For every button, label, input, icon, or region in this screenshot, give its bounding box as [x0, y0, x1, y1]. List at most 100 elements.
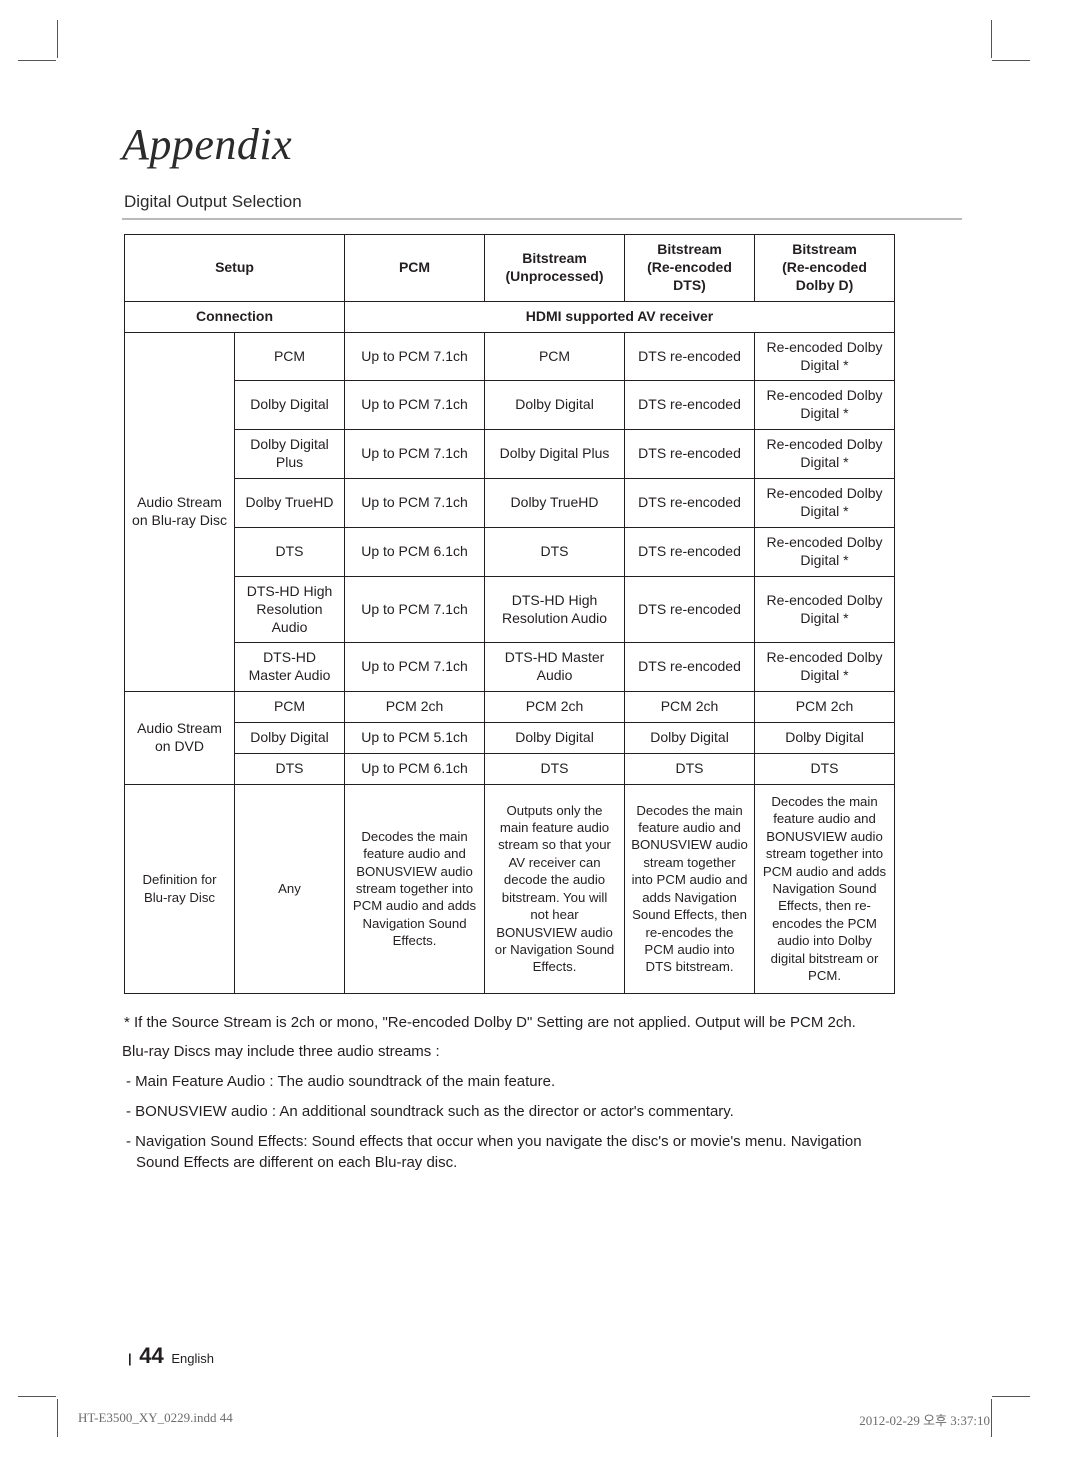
cell: Re-encoded Dolby Digital * — [755, 381, 895, 430]
cell: DTS re-encoded — [625, 643, 755, 692]
cell: Re-encoded Dolby Digital * — [755, 430, 895, 479]
cell: Decodes the main feature audio and BONUS… — [345, 784, 485, 993]
crop-mark — [992, 60, 1030, 61]
cell: Any — [235, 784, 345, 993]
cell: DTS re-encoded — [625, 381, 755, 430]
cell: Dolby TrueHD — [235, 479, 345, 528]
table-row: DTS Up to PCM 6.1ch DTS DTS re-encoded R… — [125, 527, 895, 576]
cell: Re-encoded Dolby Digital * — [755, 643, 895, 692]
table-header-row: Setup PCM Bitstream (Unprocessed) Bitstr… — [125, 235, 895, 302]
meta-timestamp: 2012-02-29 오후 3:37:10 — [859, 1410, 990, 1429]
cell: Re-encoded Dolby Digital * — [755, 332, 895, 381]
cell: Dolby Digital — [485, 381, 625, 430]
th-setup: Setup — [125, 235, 345, 302]
footer-bar: | — [128, 1351, 132, 1366]
cell: Up to PCM 7.1ch — [345, 643, 485, 692]
note-asterisk: * If the Source Stream is 2ch or mono, "… — [122, 1012, 902, 1034]
crop-mark — [991, 20, 992, 58]
cell: Re-encoded Dolby Digital * — [755, 479, 895, 528]
spec-table: Setup PCM Bitstream (Unprocessed) Bitstr… — [124, 234, 895, 994]
cell: PCM — [235, 692, 345, 723]
note-line: - Main Feature Audio : The audio soundtr… — [122, 1071, 902, 1093]
cell: DTS — [235, 754, 345, 785]
cell: DTS-HD Master Audio — [235, 643, 345, 692]
cell: Re-encoded Dolby Digital * — [755, 527, 895, 576]
cell: Up to PCM 5.1ch — [345, 723, 485, 754]
cell: Dolby Digital — [485, 723, 625, 754]
cell: Up to PCM 7.1ch — [345, 381, 485, 430]
crop-mark — [992, 1396, 1030, 1397]
cell: DTS-HD High Resolution Audio — [485, 576, 625, 643]
cell: Decodes the main feature audio and BONUS… — [755, 784, 895, 993]
table-row: Dolby Digital Up to PCM 7.1ch Dolby Digi… — [125, 381, 895, 430]
crop-mark — [57, 1399, 58, 1437]
print-meta: HT-E3500_XY_0229.indd 44 2012-02-29 오후 3… — [78, 1410, 990, 1429]
page: Appendix Digital Output Selection Setup … — [0, 0, 1080, 1479]
page-footer: | 44 English — [128, 1343, 214, 1369]
cell: DTS re-encoded — [625, 332, 755, 381]
cell: PCM — [485, 332, 625, 381]
cell: Up to PCM 7.1ch — [345, 430, 485, 479]
crop-mark — [18, 60, 56, 61]
table-row: Dolby Digital Plus Up to PCM 7.1ch Dolby… — [125, 430, 895, 479]
cell: DTS re-encoded — [625, 430, 755, 479]
group-def: Definition for Blu-ray Disc — [125, 784, 235, 993]
table-row: Dolby Digital Up to PCM 5.1ch Dolby Digi… — [125, 723, 895, 754]
section-heading: Digital Output Selection — [124, 192, 962, 212]
cell: DTS re-encoded — [625, 479, 755, 528]
cell: Dolby Digital — [625, 723, 755, 754]
footer-lang: English — [171, 1351, 214, 1366]
cell: DTS — [625, 754, 755, 785]
crop-mark — [18, 1396, 56, 1397]
note-line: - Navigation Sound Effects: Sound effect… — [122, 1131, 902, 1175]
th-hdmi: HDMI supported AV receiver — [345, 301, 895, 332]
cell: Up to PCM 6.1ch — [345, 527, 485, 576]
cell: Outputs only the main feature audio stre… — [485, 784, 625, 993]
page-title: Appendix — [122, 119, 962, 170]
cell: Dolby Digital — [235, 723, 345, 754]
cell: Dolby Digital — [235, 381, 345, 430]
th-bs-unproc: Bitstream (Unprocessed) — [485, 235, 625, 302]
group-bluray: Audio Stream on Blu-ray Disc — [125, 332, 235, 692]
cell: DTS — [755, 754, 895, 785]
th-bs-dolby: Bitstream (Re-encoded Dolby D) — [755, 235, 895, 302]
cell: DTS — [485, 754, 625, 785]
cell: DTS re-encoded — [625, 527, 755, 576]
th-bs-dts: Bitstream (Re-encoded DTS) — [625, 235, 755, 302]
content-area: Appendix Digital Output Selection Setup … — [122, 119, 962, 1174]
table-row: Definition for Blu-ray Disc Any Decodes … — [125, 784, 895, 993]
cell: PCM 2ch — [345, 692, 485, 723]
cell: DTS-HD High Resolution Audio — [235, 576, 345, 643]
crop-mark — [57, 20, 58, 58]
cell: DTS re-encoded — [625, 576, 755, 643]
cell: Dolby Digital — [755, 723, 895, 754]
cell: DTS — [235, 527, 345, 576]
table-row: Audio Stream on Blu-ray Disc PCM Up to P… — [125, 332, 895, 381]
cell: PCM 2ch — [755, 692, 895, 723]
table-row: Dolby TrueHD Up to PCM 7.1ch Dolby TrueH… — [125, 479, 895, 528]
cell: Re-encoded Dolby Digital * — [755, 576, 895, 643]
table-row: DTS-HD Master Audio Up to PCM 7.1ch DTS-… — [125, 643, 895, 692]
cell: Up to PCM 6.1ch — [345, 754, 485, 785]
notes-block: * If the Source Stream is 2ch or mono, "… — [122, 1012, 902, 1175]
cell: Dolby TrueHD — [485, 479, 625, 528]
cell: PCM — [235, 332, 345, 381]
note-line: Blu-ray Discs may include three audio st… — [122, 1041, 902, 1063]
table-row: DTS Up to PCM 6.1ch DTS DTS DTS — [125, 754, 895, 785]
section-rule — [122, 218, 962, 220]
cell: DTS — [485, 527, 625, 576]
cell: PCM 2ch — [625, 692, 755, 723]
th-connection: Connection — [125, 301, 345, 332]
page-number: 44 — [139, 1343, 163, 1368]
th-pcm: PCM — [345, 235, 485, 302]
cell: Up to PCM 7.1ch — [345, 479, 485, 528]
table-header-row: Connection HDMI supported AV receiver — [125, 301, 895, 332]
cell: Dolby Digital Plus — [485, 430, 625, 479]
cell: DTS-HD Master Audio — [485, 643, 625, 692]
cell: Up to PCM 7.1ch — [345, 332, 485, 381]
cell: Dolby Digital Plus — [235, 430, 345, 479]
cell: Up to PCM 7.1ch — [345, 576, 485, 643]
table-row: Audio Stream on DVD PCM PCM 2ch PCM 2ch … — [125, 692, 895, 723]
cell: Decodes the main feature audio and BONUS… — [625, 784, 755, 993]
meta-file: HT-E3500_XY_0229.indd 44 — [78, 1410, 233, 1429]
